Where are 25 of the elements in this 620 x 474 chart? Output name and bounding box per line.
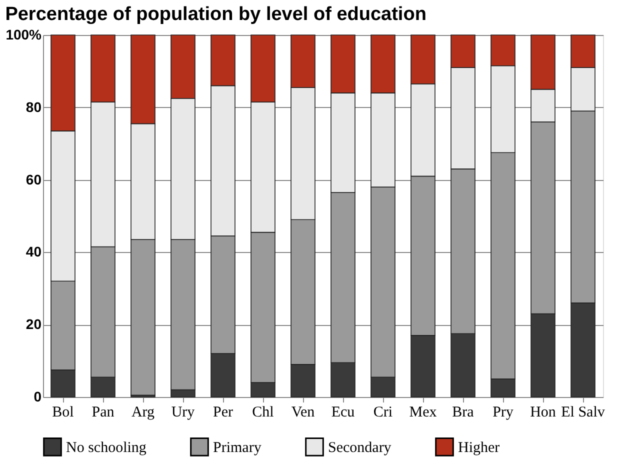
legend-label: No schooling (66, 440, 147, 456)
legend-label: Higher (458, 440, 500, 456)
y-tick-label: 40 (26, 244, 42, 260)
x-tick-label: Arg (131, 404, 156, 420)
x-tick-label: El Salv (561, 404, 606, 420)
y-tick-label: 60 (26, 171, 42, 188)
y-tick-label: 100% (6, 26, 42, 42)
x-tick-label: Pry (492, 404, 514, 420)
y-tick-label: 0 (34, 388, 42, 404)
x-tick-label: Mex (409, 404, 438, 420)
y-tick-label: 80 (26, 98, 42, 115)
x-tick-label: Ven (291, 404, 316, 420)
x-tick-label: Cri (373, 404, 393, 420)
x-tick-label: Hon (530, 404, 556, 420)
x-tick-label: Chl (252, 404, 274, 420)
x-tick-label: Ecu (331, 404, 356, 420)
y-tick-label: 20 (26, 316, 42, 332)
x-tick-label: Bol (52, 404, 74, 420)
x-tick-label: Bra (452, 404, 474, 420)
chart-title: Percentage of population by level of education (5, 4, 426, 25)
x-tick-label: Pan (92, 404, 115, 420)
x-tick-label: Ury (171, 404, 196, 420)
x-tick-label: Per (213, 404, 233, 420)
legend-label: Secondary (328, 440, 392, 456)
legend-label: Primary (213, 440, 262, 456)
